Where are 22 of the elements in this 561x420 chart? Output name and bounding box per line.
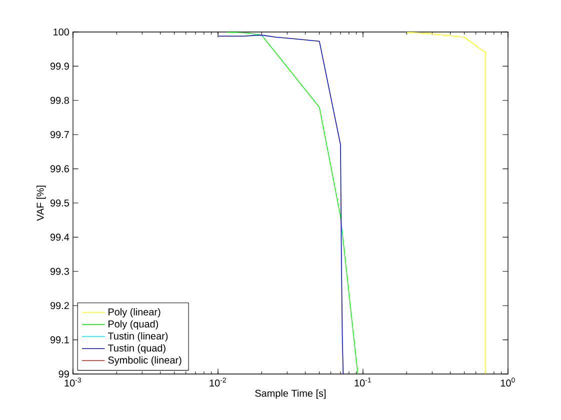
y-tick-label: 99.4 xyxy=(50,234,70,241)
legend-label: Poly (linear) xyxy=(108,308,160,318)
y-tick-label: 99 xyxy=(58,370,69,378)
x-tick-label: 10$^{-2}$ xyxy=(210,378,226,387)
y-tick-label: 100 xyxy=(54,28,70,36)
y-tick-label: 99.3 xyxy=(50,268,69,275)
legend-label: Symbolic (linear) xyxy=(108,356,182,366)
y-axis-title: VAF [%] xyxy=(36,186,46,221)
legend-label: Tustin (linear) xyxy=(108,332,168,342)
legend-label: Tustin (quad) xyxy=(108,344,166,354)
legend-label: Poly (quad) xyxy=(108,320,158,330)
x-tick-label: 10$^{-3}$ xyxy=(64,378,82,387)
y-tick-label: 99.8 xyxy=(50,96,69,104)
y-tick-label: 99.6 xyxy=(50,165,69,172)
y-tick-label: 99.9 xyxy=(50,62,69,70)
y-tick-label: 99.1 xyxy=(50,336,69,344)
y-tick-label: 99.5 xyxy=(50,199,69,207)
x-tick-label: 10$^{0}$ xyxy=(500,378,515,387)
y-tick-label: 99.7 xyxy=(50,131,69,138)
x-axis-title: Sample Time [s] xyxy=(255,389,326,399)
y-tick-label: 99.2 xyxy=(50,302,69,310)
x-tick-label: 10$^{-1}$ xyxy=(354,378,371,386)
